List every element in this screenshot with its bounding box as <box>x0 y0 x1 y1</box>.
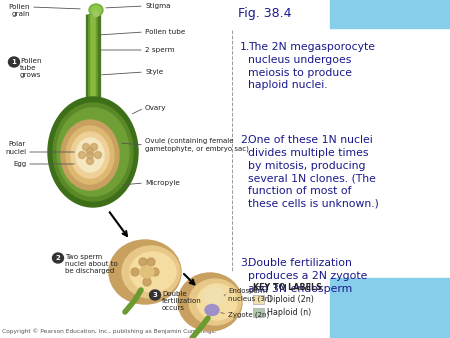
Ellipse shape <box>82 144 90 150</box>
Ellipse shape <box>122 246 180 298</box>
Text: 3: 3 <box>153 292 158 298</box>
Text: Style: Style <box>145 69 163 75</box>
Text: Pollen tube: Pollen tube <box>145 29 185 35</box>
Text: 2 sperm: 2 sperm <box>145 47 175 53</box>
Text: 1.: 1. <box>240 42 250 52</box>
Ellipse shape <box>178 273 242 331</box>
Ellipse shape <box>189 279 241 325</box>
Ellipse shape <box>131 268 139 276</box>
Text: Fig. 38.4: Fig. 38.4 <box>238 7 292 21</box>
Ellipse shape <box>197 284 237 320</box>
Text: Ovule (containing female
gametophyte, or embryo sac): Ovule (containing female gametophyte, or… <box>145 138 249 152</box>
Text: Diploid (2n): Diploid (2n) <box>267 295 314 304</box>
Ellipse shape <box>94 151 102 159</box>
Ellipse shape <box>53 253 63 263</box>
Ellipse shape <box>93 11 99 17</box>
Ellipse shape <box>139 258 147 266</box>
Text: KEY TO LABELS: KEY TO LABELS <box>253 283 322 292</box>
Ellipse shape <box>9 57 19 67</box>
Ellipse shape <box>151 268 159 276</box>
Ellipse shape <box>143 270 151 278</box>
Text: Pollen
grain: Pollen grain <box>9 4 30 17</box>
Ellipse shape <box>130 252 176 292</box>
Text: 2.: 2. <box>240 135 250 145</box>
Ellipse shape <box>91 6 101 14</box>
Ellipse shape <box>53 103 133 201</box>
Bar <box>330 278 450 338</box>
Text: One of these 1N nuclei
divides multiple times
by mitosis, producing
several 1N c: One of these 1N nuclei divides multiple … <box>248 135 379 209</box>
Ellipse shape <box>86 158 94 165</box>
Text: Double fertilization
produces a 2N zygote
and 3N endosperm: Double fertilization produces a 2N zygot… <box>248 258 367 294</box>
Bar <box>330 0 450 28</box>
Ellipse shape <box>86 147 94 154</box>
Ellipse shape <box>89 4 103 16</box>
Text: Ovary: Ovary <box>145 105 166 111</box>
Text: Egg: Egg <box>13 161 26 167</box>
Text: Double
fertilization
occurs: Double fertilization occurs <box>162 291 202 311</box>
Ellipse shape <box>48 97 138 207</box>
Ellipse shape <box>143 278 151 286</box>
Text: Haploid (n): Haploid (n) <box>267 308 311 317</box>
Text: 3.: 3. <box>240 258 250 268</box>
Ellipse shape <box>109 240 181 304</box>
Text: Polar
nuclei: Polar nuclei <box>5 142 26 154</box>
Ellipse shape <box>78 151 86 159</box>
Ellipse shape <box>140 266 154 278</box>
Text: Stigma: Stigma <box>145 3 171 9</box>
Ellipse shape <box>203 287 225 305</box>
Text: Micropyle: Micropyle <box>145 180 180 186</box>
Ellipse shape <box>90 144 98 150</box>
Ellipse shape <box>57 108 129 196</box>
Text: Two sperm
nuclei about to
be discharged: Two sperm nuclei about to be discharged <box>65 254 118 274</box>
Ellipse shape <box>71 132 109 178</box>
Ellipse shape <box>149 290 161 300</box>
Text: 2: 2 <box>56 255 60 261</box>
Ellipse shape <box>66 126 114 184</box>
Text: Zygote (2n): Zygote (2n) <box>228 312 269 318</box>
Ellipse shape <box>205 305 219 315</box>
Text: The 2N megasporocyte
nucleus undergoes
meiosis to produce
haploid nuclei.: The 2N megasporocyte nucleus undergoes m… <box>248 42 375 90</box>
Ellipse shape <box>76 138 104 172</box>
Text: Endosperm
nucleus (3n): Endosperm nucleus (3n) <box>228 288 272 301</box>
Bar <box>253 308 264 317</box>
Text: Copyright © Pearson Education, Inc., publishing as Benjamin Cummings.: Copyright © Pearson Education, Inc., pub… <box>2 328 216 334</box>
Ellipse shape <box>147 258 155 266</box>
Ellipse shape <box>86 151 94 159</box>
Ellipse shape <box>61 120 119 190</box>
Text: Pollen
tube
grows: Pollen tube grows <box>20 58 41 78</box>
Text: 1: 1 <box>12 59 17 65</box>
Bar <box>253 295 264 304</box>
